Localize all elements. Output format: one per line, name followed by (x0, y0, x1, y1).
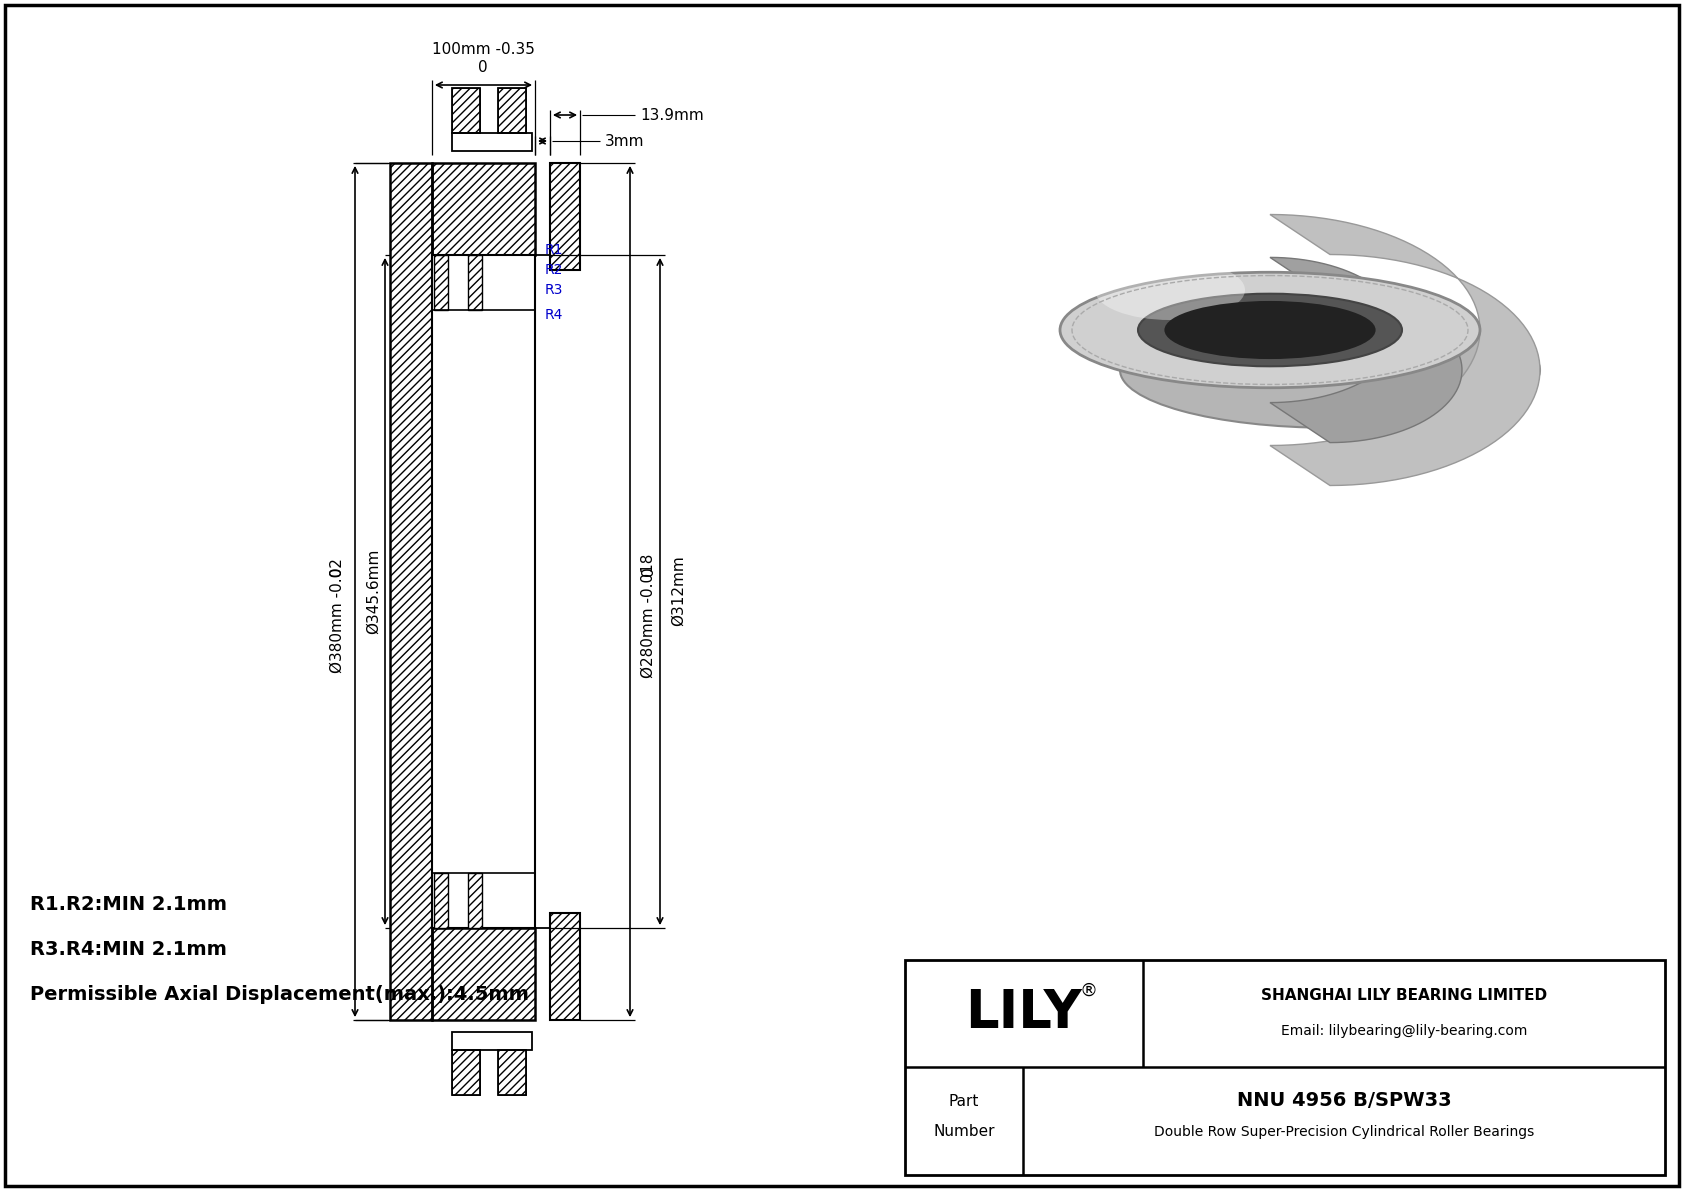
Text: Number: Number (933, 1124, 995, 1140)
Text: Double Row Super-Precision Cylindrical Roller Bearings: Double Row Super-Precision Cylindrical R… (1154, 1125, 1534, 1139)
Bar (551, 163, 579, 270)
Text: 13.9mm: 13.9mm (640, 107, 704, 123)
Text: 0: 0 (478, 60, 488, 75)
Bar (433, 163, 536, 255)
Text: Ø345.6mm: Ø345.6mm (365, 548, 381, 634)
Text: ®: ® (1079, 983, 1096, 1000)
Polygon shape (1270, 257, 1462, 443)
Bar (433, 255, 536, 928)
Bar (551, 913, 579, 1019)
Text: Ø280mm -0.018: Ø280mm -0.018 (640, 554, 655, 678)
Text: Ø312mm: Ø312mm (670, 556, 685, 626)
Bar (498, 1050, 525, 1095)
Text: LILY: LILY (965, 987, 1083, 1039)
Bar (451, 1050, 480, 1095)
Text: R3: R3 (546, 283, 564, 297)
Bar (433, 928, 536, 1019)
Text: Email: lilybearing@lily-bearing.com: Email: lilybearing@lily-bearing.com (1282, 1024, 1527, 1039)
Text: R2: R2 (546, 263, 564, 278)
Bar (451, 1050, 480, 1095)
Text: R1.R2:MIN 2.1mm: R1.R2:MIN 2.1mm (30, 894, 227, 913)
Bar (451, 133, 532, 151)
Bar (433, 928, 536, 1019)
Text: Part: Part (948, 1095, 978, 1110)
Polygon shape (1270, 214, 1539, 486)
Bar (434, 255, 448, 310)
Text: Permissible Axial Displacement(max.):4.5mm: Permissible Axial Displacement(max.):4.5… (30, 985, 529, 1004)
Bar (434, 873, 448, 928)
Text: NNU 4956 B/SPW33: NNU 4956 B/SPW33 (1236, 1091, 1452, 1110)
Bar (434, 873, 448, 928)
Ellipse shape (1059, 273, 1480, 388)
Text: R4: R4 (546, 308, 564, 322)
Bar (434, 255, 448, 310)
Bar (498, 88, 525, 133)
Text: SHANGHAI LILY BEARING LIMITED: SHANGHAI LILY BEARING LIMITED (1261, 987, 1548, 1003)
Text: Ø380mm -0.02: Ø380mm -0.02 (330, 559, 345, 673)
Bar (451, 88, 480, 133)
Text: 0: 0 (330, 566, 345, 575)
Ellipse shape (1164, 301, 1376, 358)
Bar (468, 255, 482, 310)
Bar (391, 163, 433, 1019)
Bar (551, 163, 579, 270)
Bar (451, 88, 480, 133)
Text: R3.R4:MIN 2.1mm: R3.R4:MIN 2.1mm (30, 940, 227, 959)
Bar (498, 1050, 525, 1095)
Bar (498, 88, 525, 133)
Bar (468, 873, 482, 928)
Bar (391, 163, 433, 1019)
Ellipse shape (1138, 294, 1403, 367)
Bar (433, 163, 536, 255)
Bar (551, 913, 579, 1019)
Bar (904, 960, 1665, 1176)
Ellipse shape (1095, 260, 1244, 320)
Ellipse shape (1120, 312, 1539, 428)
Text: R1: R1 (546, 243, 564, 257)
Bar (468, 873, 482, 928)
Bar (468, 255, 482, 310)
Text: 100mm -0.35: 100mm -0.35 (431, 43, 534, 57)
Bar (451, 1031, 532, 1050)
Text: 3mm: 3mm (605, 133, 645, 149)
Text: 0: 0 (640, 566, 655, 575)
